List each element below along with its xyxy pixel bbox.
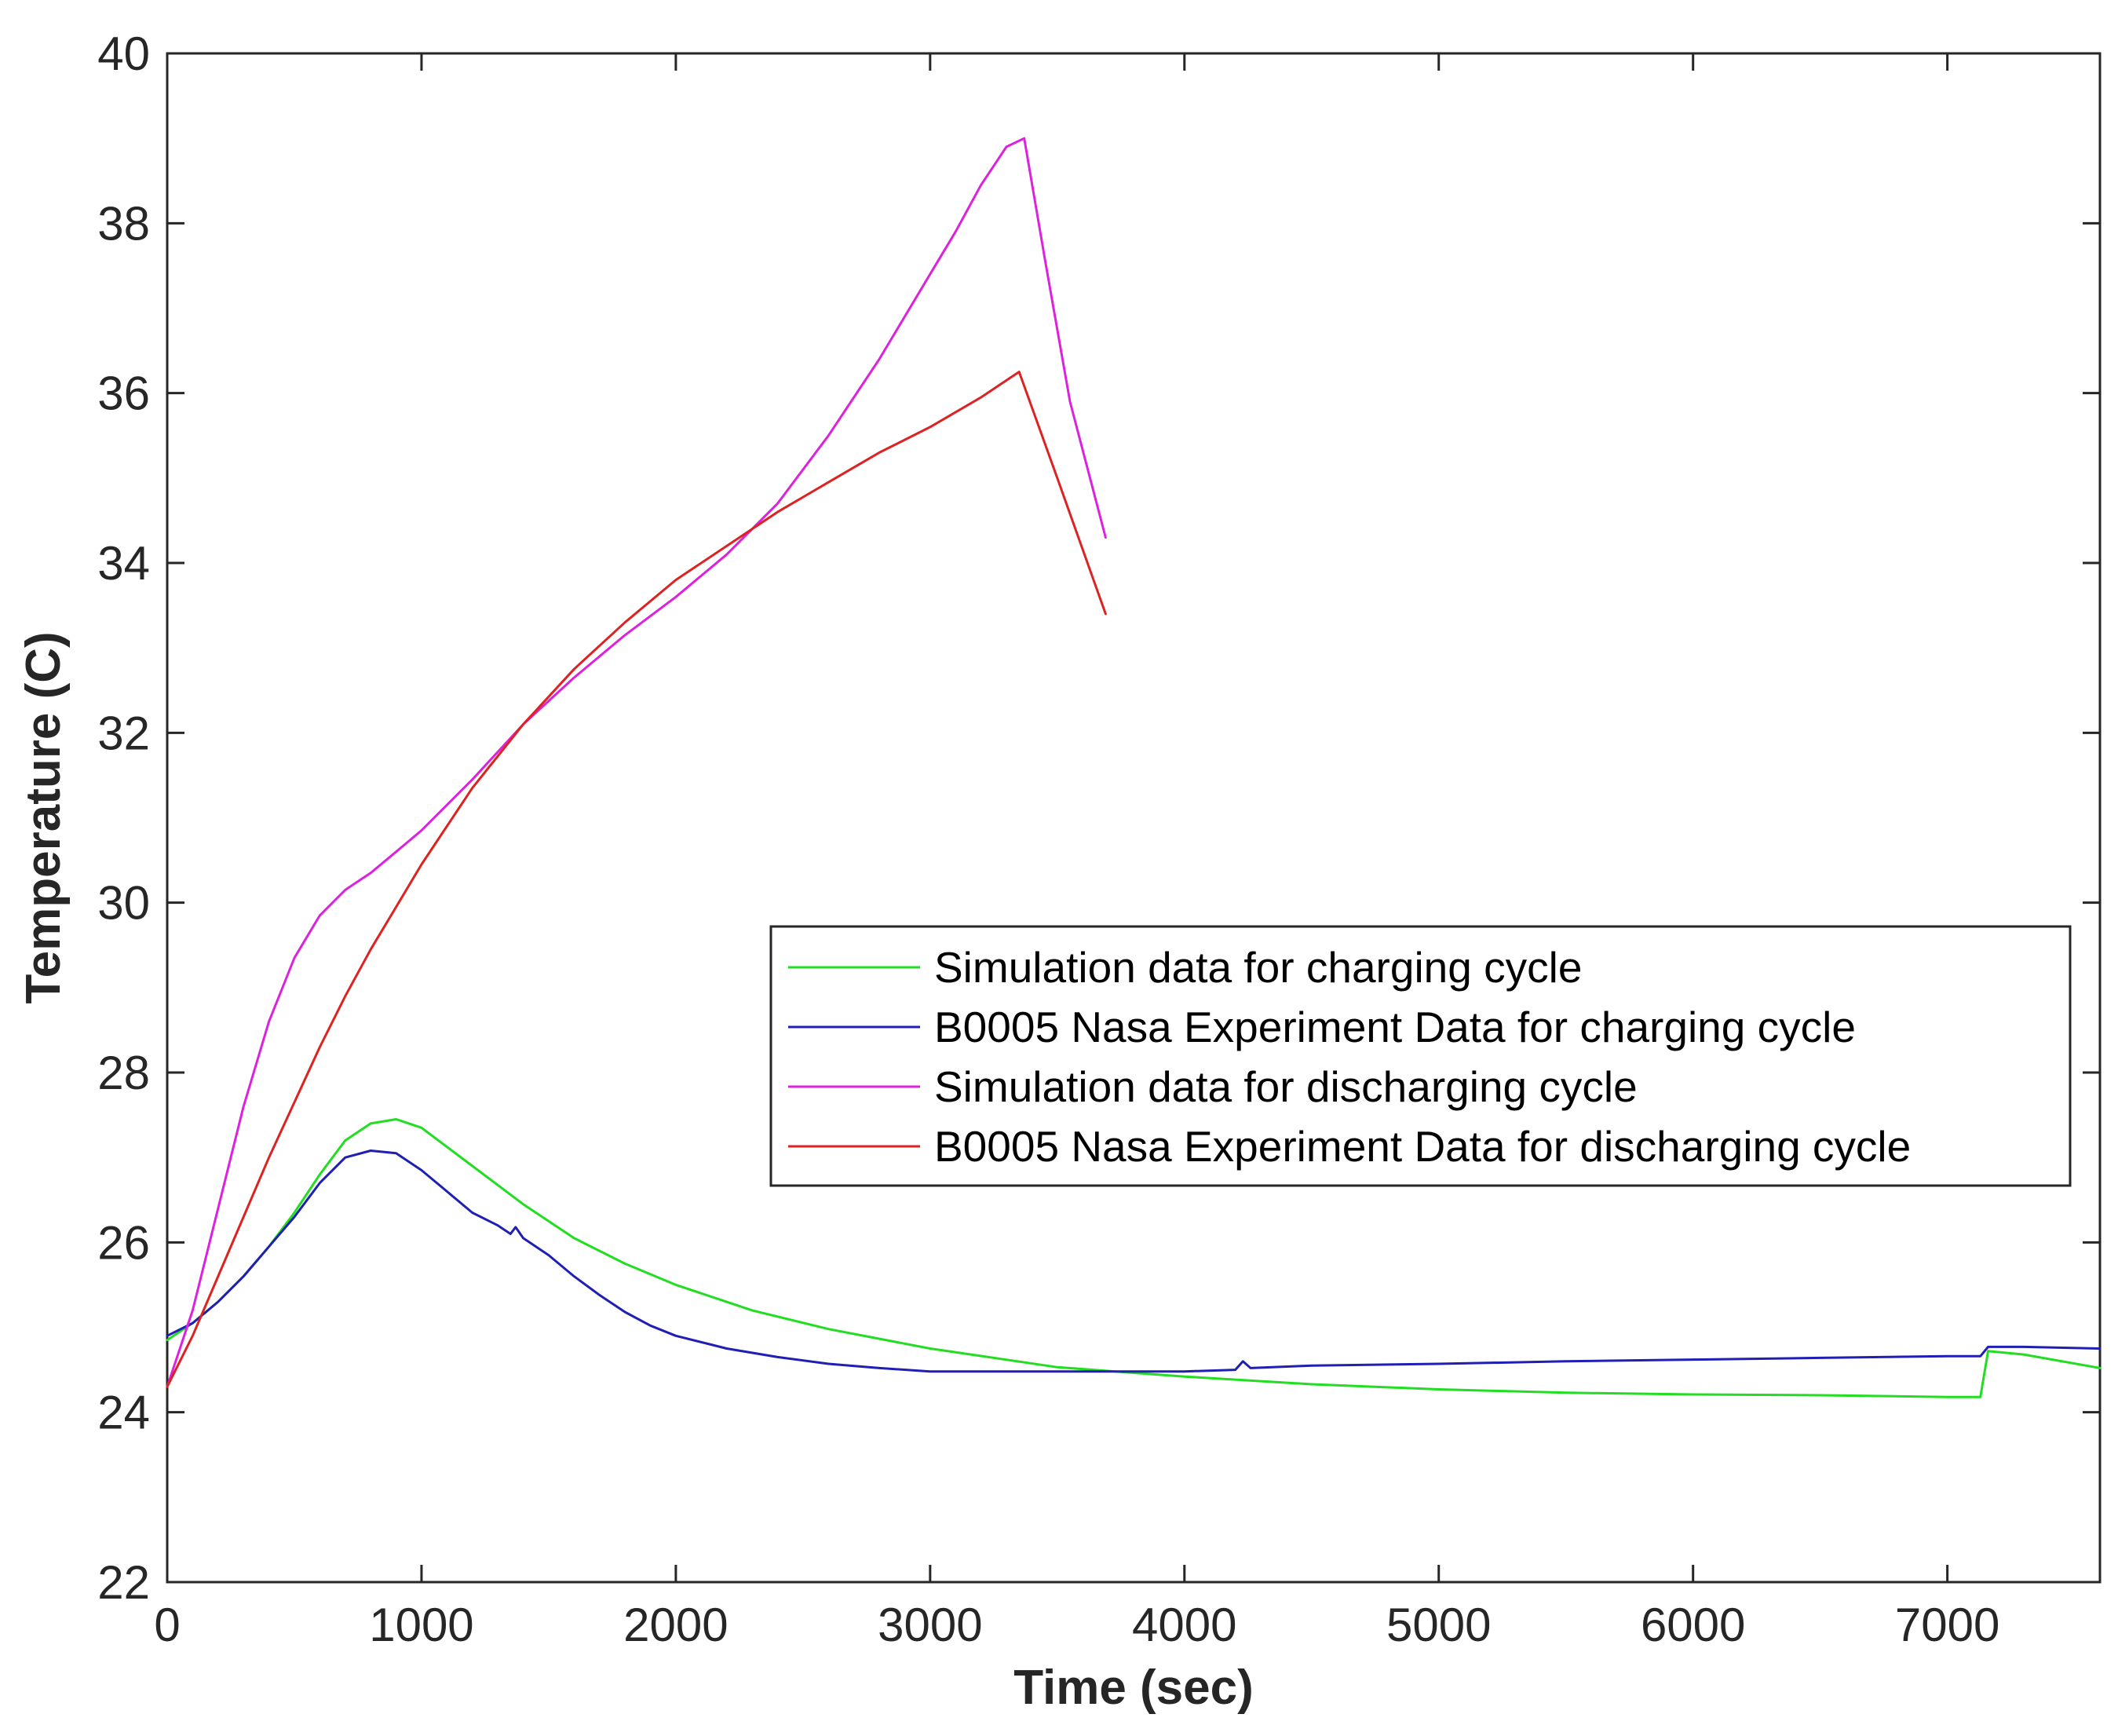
y-axis-ticks: 22 24 26 28 30 32 34 36 38 40 bbox=[97, 27, 2100, 1609]
x-tick-label: 5000 bbox=[1386, 1599, 1491, 1651]
x-tick-label: 2000 bbox=[623, 1599, 728, 1651]
legend-label-1: Simulation data for charging cycle bbox=[934, 943, 1582, 992]
y-tick-label: 22 bbox=[97, 1556, 150, 1609]
series-line-4 bbox=[166, 371, 1107, 1388]
legend-box bbox=[769, 925, 2072, 1187]
x-tick-label: 6000 bbox=[1641, 1599, 1745, 1651]
y-tick-label: 36 bbox=[97, 367, 150, 420]
plot-frame bbox=[166, 52, 2102, 1584]
y-tick-label: 24 bbox=[97, 1387, 150, 1439]
x-tick-label: 0 bbox=[154, 1599, 180, 1651]
series-line-2 bbox=[166, 1149, 2102, 1373]
legend: Simulation data for charging cycle B0005 … bbox=[769, 925, 2072, 1187]
x-axis-ticks: 0 1000 2000 3000 4000 5000 6000 7000 bbox=[154, 53, 1999, 1651]
plot-area bbox=[166, 52, 2102, 1584]
x-tick-label: 1000 bbox=[369, 1599, 473, 1651]
x-tick-label: 7000 bbox=[1895, 1599, 1999, 1651]
series-line-3 bbox=[166, 137, 1107, 1388]
y-tick-label: 40 bbox=[97, 27, 150, 80]
y-axis-title: Temperature (C) bbox=[16, 631, 71, 1003]
legend-label-4: B0005 Nasa Experiment Data for dischargi… bbox=[934, 1122, 1911, 1171]
y-tick-label: 30 bbox=[97, 877, 150, 930]
y-tick-label: 32 bbox=[97, 707, 150, 759]
legend-label-2: B0005 Nasa Experiment Data for charging … bbox=[934, 1003, 1856, 1051]
x-tick-label: 3000 bbox=[878, 1599, 982, 1651]
series-line-1 bbox=[166, 1118, 2102, 1398]
x-axis-title: Time (sec) bbox=[1013, 1661, 1254, 1715]
y-tick-label: 38 bbox=[97, 197, 150, 250]
y-tick-label: 26 bbox=[97, 1216, 150, 1269]
legend-label-3: Simulation data for discharging cycle bbox=[934, 1062, 1638, 1111]
y-tick-label: 34 bbox=[97, 537, 150, 590]
x-tick-label: 4000 bbox=[1132, 1599, 1236, 1651]
y-tick-label: 28 bbox=[97, 1047, 150, 1099]
series-layer bbox=[166, 137, 2102, 1398]
